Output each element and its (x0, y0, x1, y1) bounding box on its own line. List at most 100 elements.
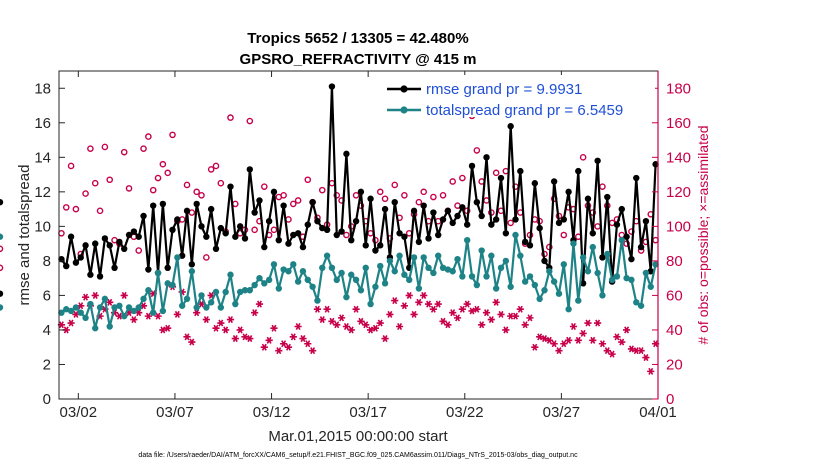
totalspread-data-point (575, 297, 582, 304)
rmse-data-point (333, 231, 340, 239)
assimilated-obs-point (410, 310, 418, 318)
assimilated-obs-point (226, 316, 235, 324)
assimilated-obs-point (173, 310, 181, 318)
totalspread-data-point (154, 269, 162, 277)
assimilated-obs-point (540, 335, 549, 343)
totalspread-data-point (130, 307, 138, 315)
assimilated-obs-point (313, 305, 322, 313)
totalspread-data-point (570, 240, 577, 247)
totalspread-data-point (478, 247, 485, 254)
assimilated-obs-point (299, 335, 307, 343)
totalspread-data-point (92, 325, 99, 332)
y-tick-label: 16 (34, 115, 51, 132)
x-tick-label: 03/17 (349, 404, 387, 421)
assimilated-obs-point (289, 333, 297, 341)
rmse-data-point (507, 123, 514, 130)
totalspread-series-line (60, 233, 657, 330)
rmse-data-point (623, 233, 630, 240)
assimilated-obs-marker (424, 300, 433, 308)
assimilated-obs-point (159, 326, 167, 334)
assimilated-obs-marker (589, 336, 597, 344)
y-axis-left: 0 2 4 6 8 10 12 14 16 18 (34, 80, 65, 408)
rmse-data-point (280, 202, 287, 209)
assimilated-obs-point (415, 298, 423, 306)
rmse-data-point (628, 255, 635, 263)
assimilated-obs-marker (130, 316, 138, 324)
totalspread-data-point (652, 261, 659, 268)
totalspread-data-point (178, 302, 186, 309)
assimilated-obs-marker (540, 335, 549, 343)
assimilated-obs-marker (231, 335, 239, 343)
rmse-data-point (294, 230, 302, 237)
assimilated-obs-marker (613, 333, 621, 341)
assimilated-obs-point (478, 321, 486, 329)
totalspread-data-point (459, 273, 466, 280)
totalspread-data-point (188, 268, 196, 275)
assimilated-obs-marker (246, 335, 254, 343)
totalspread-data-point (512, 231, 519, 239)
rmse-data-point (193, 200, 200, 208)
assimilated-obs-point (627, 345, 636, 353)
assimilated-obs-marker (453, 314, 462, 322)
rmse-data-point (125, 231, 133, 239)
assimilated-obs-marker (627, 345, 636, 353)
totalspread-data-point (164, 280, 171, 287)
legend-totalspread-marker (400, 106, 408, 114)
assimilated-obs-marker (342, 322, 351, 331)
assimilated-obs-point (497, 310, 505, 318)
assimilated-obs-marker (473, 305, 481, 313)
totalspread-data-point (604, 250, 611, 258)
possible-obs-point (270, 226, 278, 234)
possible-obs-point (492, 169, 500, 177)
assimilated-obs-point (482, 309, 491, 317)
assimilated-obs-point (67, 319, 75, 327)
plot-area (0, 83, 660, 375)
totalspread-data-point (444, 266, 452, 273)
rmse-data-point (633, 174, 640, 182)
assimilated-obs-point (589, 336, 597, 344)
assimilated-obs-marker (642, 354, 650, 362)
possible-obs-point (420, 188, 428, 196)
rmse-data-point (420, 202, 427, 209)
rmse-data-point (217, 224, 225, 232)
rmse-data-point (63, 262, 70, 270)
rmse-data-point (575, 167, 582, 175)
assimilated-obs-marker (410, 310, 418, 318)
assimilated-obs-marker (81, 293, 90, 301)
y-tick-label: 10 (34, 218, 51, 235)
assimilated-obs-point (193, 309, 201, 317)
assimilated-obs-point (275, 347, 283, 355)
assimilated-obs-point (569, 322, 578, 331)
totalspread-data-point (348, 271, 355, 278)
rmse-data-point (183, 207, 191, 215)
assimilated-obs-point (420, 291, 428, 299)
assimilated-obs-point (188, 338, 196, 346)
totalspread-data-point (357, 287, 365, 294)
y2-tick-label: 100 (666, 218, 691, 235)
possible-obs-point (72, 205, 80, 213)
assimilated-obs-marker (333, 321, 341, 329)
assimilated-obs-marker (395, 322, 404, 331)
assimilated-obs-point (400, 302, 408, 310)
possible-obs-point (149, 186, 157, 194)
possible-obs-point (415, 198, 423, 206)
totalspread-data-point (560, 261, 567, 268)
rmse-data-point (348, 236, 355, 244)
totalspread-data-point (319, 264, 326, 271)
rmse-data-point (459, 204, 466, 211)
totalspread-data-point (526, 273, 534, 280)
rmse-data-point (236, 223, 244, 230)
rmse-data-point (502, 230, 510, 237)
possible-obs-point (251, 226, 258, 234)
possible-obs-point (58, 229, 65, 237)
possible-obs-point (352, 191, 360, 199)
rmse-data-point (425, 235, 432, 242)
totalspread-data-point (401, 271, 408, 278)
possible-obs-point (227, 114, 234, 121)
assimilated-obs-point (391, 297, 399, 305)
totalspread-data-point (101, 295, 109, 303)
totalspread-data-point (430, 269, 437, 277)
assimilated-obs-marker (323, 305, 331, 313)
rmse-data-point (145, 266, 152, 273)
assimilated-obs-point (395, 322, 404, 331)
